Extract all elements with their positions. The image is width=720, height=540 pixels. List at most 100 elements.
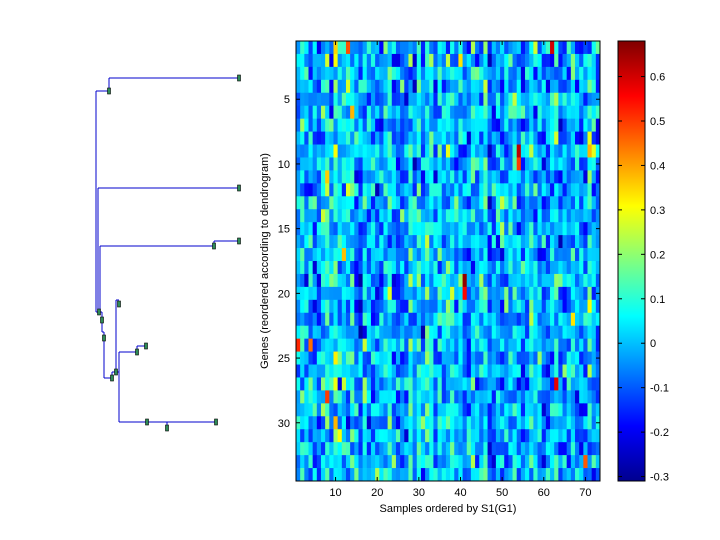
heatmap-cell	[362, 196, 368, 210]
heatmap-cell	[470, 442, 476, 456]
heatmap-cell	[408, 209, 413, 223]
heatmap-cell	[558, 79, 563, 94]
heatmap-cell	[337, 468, 343, 482]
heatmap-cell	[525, 351, 530, 365]
heatmap-cell	[483, 79, 488, 94]
heatmap-cell	[450, 325, 455, 339]
heatmap-cell	[362, 455, 368, 469]
heatmap-cell	[487, 338, 493, 352]
heatmap-cell	[558, 144, 563, 158]
heatmap-cell	[316, 455, 322, 469]
heatmap-cell	[312, 390, 318, 404]
heatmap-cell	[320, 299, 326, 314]
heatmap-cell	[350, 273, 355, 288]
heatmap-cell	[520, 79, 526, 94]
heatmap-cell	[379, 364, 384, 378]
heatmap-cell	[354, 222, 359, 236]
heatmap-cell	[395, 235, 401, 249]
heatmap-cell	[495, 273, 501, 288]
heatmap-cell	[525, 92, 530, 107]
heatmap-cell	[579, 468, 584, 482]
heatmap-cell	[516, 209, 522, 223]
heatmap-cell	[591, 338, 597, 352]
heatmap-cell	[566, 209, 572, 223]
heatmap-cell	[441, 222, 447, 236]
heatmap-cell	[516, 377, 522, 391]
heatmap-cell	[379, 416, 384, 430]
heatmap-cell	[495, 183, 501, 197]
heatmap-cell	[520, 338, 526, 352]
heatmap-cell	[395, 66, 401, 81]
heatmap-cell	[508, 196, 513, 210]
heatmap-cell	[537, 118, 543, 132]
heatmap-cell	[437, 53, 443, 68]
heatmap-cell	[375, 338, 380, 352]
heatmap-cell	[375, 79, 380, 94]
heatmap-cell	[587, 351, 593, 365]
heatmap-cell	[495, 209, 501, 223]
heatmap-cell	[479, 364, 484, 378]
dendrogram-node-marker	[102, 334, 106, 342]
heatmap-cell	[462, 222, 468, 236]
heatmap-cell	[462, 196, 468, 210]
heatmap-cell	[425, 131, 430, 145]
heatmap-cell	[529, 196, 534, 210]
heatmap-cell	[445, 170, 451, 184]
heatmap-cell	[458, 377, 463, 391]
heatmap-cell	[395, 325, 401, 339]
heatmap-cell	[412, 248, 418, 262]
heatmap-cell	[420, 105, 426, 119]
heatmap-cell	[575, 157, 580, 171]
heatmap-cell	[375, 131, 380, 145]
heatmap-cell	[541, 92, 547, 107]
heatmap-cell	[520, 41, 526, 55]
heatmap-cell	[470, 157, 476, 171]
heatmap-cell	[591, 66, 597, 81]
heatmap-cell	[296, 248, 301, 262]
heatmap-cell	[508, 235, 513, 249]
heatmap-cell	[391, 66, 397, 81]
heatmap-cell	[312, 209, 318, 223]
heatmap-cell	[520, 442, 526, 456]
heatmap-cell	[441, 273, 447, 288]
heatmap-cell	[408, 390, 413, 404]
heatmap-cell	[504, 79, 509, 94]
heatmap-cell	[429, 299, 434, 314]
heatmap-cell	[416, 403, 422, 417]
heatmap-cell	[445, 261, 451, 275]
heatmap-cell	[458, 455, 463, 469]
heatmap-cell	[383, 41, 388, 55]
heatmap-cell	[445, 53, 451, 68]
heatmap-cell	[470, 118, 476, 132]
heatmap-cell	[462, 364, 468, 378]
heatmap-cell	[387, 403, 393, 417]
heatmap-cell	[525, 325, 530, 339]
heatmap-cell	[329, 196, 334, 210]
heatmap-cell	[329, 170, 334, 184]
heatmap-cell	[341, 261, 347, 275]
heatmap-cell	[487, 416, 493, 430]
heatmap-cell	[337, 183, 343, 197]
colorbar-tick-label: 0.6	[650, 72, 665, 84]
heatmap-cell	[362, 209, 368, 223]
heatmap-cell	[350, 338, 355, 352]
heatmap-cell	[462, 273, 468, 288]
heatmap-cell	[512, 209, 518, 223]
heatmap-cell	[495, 235, 501, 249]
heatmap-cell	[429, 468, 434, 482]
heatmap-cell	[416, 364, 422, 378]
heatmap-cell	[441, 312, 447, 327]
heatmap-cell	[550, 351, 555, 365]
heatmap-cell	[445, 455, 451, 469]
heatmap-cell	[450, 455, 455, 469]
heatmap-cell	[391, 286, 397, 301]
heatmap-cell	[387, 261, 393, 275]
heatmap-cell	[312, 53, 318, 68]
heatmap-cell	[516, 273, 522, 288]
heatmap-cell	[341, 403, 347, 417]
heatmap-cell	[491, 416, 497, 430]
heatmap-cell	[583, 429, 588, 443]
heatmap-cell	[475, 364, 480, 378]
heatmap-cell	[345, 157, 351, 171]
heatmap-cell	[479, 144, 484, 158]
